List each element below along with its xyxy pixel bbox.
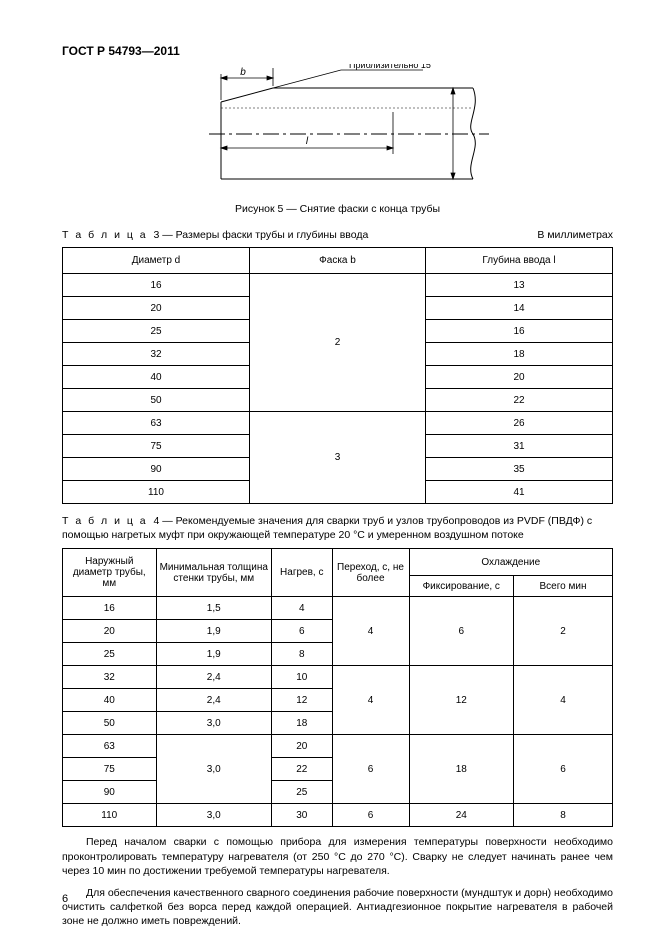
table-cell: 110 <box>63 804 157 827</box>
table-cell: 30 <box>272 804 333 827</box>
table-cell: 2 <box>514 597 613 666</box>
table-cell: 1,9 <box>156 620 272 643</box>
t4-h3: Нагрев, с <box>272 549 333 597</box>
table3-caption: Т а б л и ц а 3 — Размеры фаски трубы и … <box>62 229 613 241</box>
table-cell: 50 <box>63 389 250 412</box>
figure-chamfer-diagram: b Приблизительно 15° l <box>62 64 613 197</box>
table-cell: 3,0 <box>156 804 272 827</box>
t4-h4: Переход, с, не более <box>332 549 409 597</box>
table-cell: 13 <box>426 274 613 297</box>
table-cell: 3,0 <box>156 712 272 735</box>
table-cell: 35 <box>426 458 613 481</box>
dim-label-angle: Приблизительно 15° <box>349 64 435 70</box>
table-cell: 6 <box>409 597 514 666</box>
table-cell: 16 <box>63 597 157 620</box>
table-cell: 4 <box>514 666 613 735</box>
table-cell: 6 <box>332 804 409 827</box>
paragraph-2: Для обеспечения качественного сварного с… <box>62 886 613 929</box>
table-cell: 24 <box>409 804 514 827</box>
table-cell: 4 <box>272 597 333 620</box>
table-cell: 1,5 <box>156 597 272 620</box>
table-cell: 20 <box>272 735 333 758</box>
table-cell: 90 <box>63 781 157 804</box>
table-cell: 40 <box>63 689 157 712</box>
table-cell: 32 <box>63 666 157 689</box>
table-cell: 2,4 <box>156 689 272 712</box>
table-cell: 22 <box>426 389 613 412</box>
paragraph-1: Перед началом сварки с помощью прибора д… <box>62 835 613 878</box>
table-cell: 110 <box>63 481 250 504</box>
page-number: 6 <box>62 893 68 905</box>
table-cell: 16 <box>426 320 613 343</box>
figure-caption: Рисунок 5 — Снятие фаски с конца трубы <box>62 203 613 215</box>
table-cell: 40 <box>63 366 250 389</box>
table-cell: 20 <box>63 620 157 643</box>
table-cell: 12 <box>409 666 514 735</box>
table3: Диаметр d Фаска b Глубина ввода l 16213 2… <box>62 247 613 504</box>
table-cell: 1,9 <box>156 643 272 666</box>
table3-header-l: Глубина ввода l <box>426 248 613 274</box>
table-cell: 4 <box>332 666 409 735</box>
table-cell: 25 <box>272 781 333 804</box>
table-cell: 8 <box>272 643 333 666</box>
table-cell: 18 <box>426 343 613 366</box>
table-cell: 18 <box>409 735 514 804</box>
dim-label-b: b <box>240 67 246 78</box>
table-cell: 25 <box>63 320 250 343</box>
document-header: ГОСТ Р 54793—2011 <box>62 44 613 58</box>
table-cell: 31 <box>426 435 613 458</box>
table4-caption: Т а б л и ц а 4 — Рекомендуемые значения… <box>62 514 613 542</box>
table-cell: 12 <box>272 689 333 712</box>
t4-h2: Минимальная толщина стенки трубы, мм <box>156 549 272 597</box>
table-cell: 22 <box>272 758 333 781</box>
table3-header-b: Фаска b <box>250 248 426 274</box>
table-cell: 3,0 <box>156 735 272 804</box>
table-cell: 8 <box>514 804 613 827</box>
table-cell: 63 <box>63 735 157 758</box>
table-cell: 6 <box>272 620 333 643</box>
table-cell: 2 <box>250 274 426 412</box>
table-cell: 25 <box>63 643 157 666</box>
dim-label-l: l <box>305 136 308 147</box>
table3-header-d: Диаметр d <box>63 248 250 274</box>
table-cell: 4 <box>332 597 409 666</box>
table-cell: 75 <box>63 758 157 781</box>
table-cell: 90 <box>63 458 250 481</box>
table-cell: 20 <box>426 366 613 389</box>
table4: Наружный диаметр трубы, мм Минимальная т… <box>62 548 613 827</box>
t4-h5a: Фиксирование, с <box>409 576 514 597</box>
table-cell: 75 <box>63 435 250 458</box>
t4-h5: Охлаждение <box>409 549 613 576</box>
table-cell: 3 <box>250 412 426 504</box>
table-cell: 50 <box>63 712 157 735</box>
table-cell: 63 <box>63 412 250 435</box>
table-cell: 20 <box>63 297 250 320</box>
table-cell: 32 <box>63 343 250 366</box>
table-cell: 2,4 <box>156 666 272 689</box>
table-cell: 6 <box>514 735 613 804</box>
t4-h5b: Всего мин <box>514 576 613 597</box>
table-cell: 41 <box>426 481 613 504</box>
table-cell: 18 <box>272 712 333 735</box>
table-cell: 6 <box>332 735 409 804</box>
table-cell: 10 <box>272 666 333 689</box>
table-cell: 26 <box>426 412 613 435</box>
t4-h1: Наружный диаметр трубы, мм <box>63 549 157 597</box>
table-cell: 16 <box>63 274 250 297</box>
table-cell: 14 <box>426 297 613 320</box>
